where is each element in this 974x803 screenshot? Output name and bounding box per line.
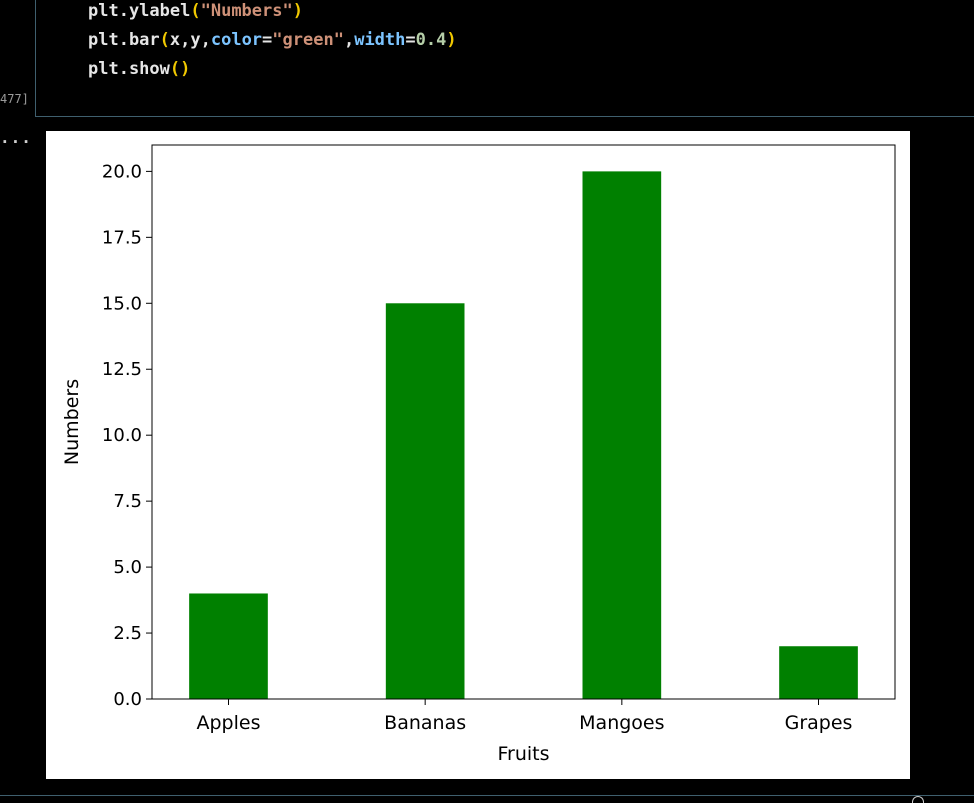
plot-output: 0.0 2.5 5.0 7.5 10.0 12.5 15.0 17.5 20.0 Apples B… bbox=[46, 131, 910, 779]
code-token: = bbox=[262, 30, 273, 50]
scroll-indicator[interactable] bbox=[912, 796, 924, 803]
code-token: plt.ylabel bbox=[88, 1, 191, 21]
axes-frame bbox=[151, 144, 896, 700]
output-collapse-ellipsis[interactable]: ... bbox=[0, 128, 32, 147]
code-token: color bbox=[210, 30, 263, 50]
y-axis-label: Numbers bbox=[61, 379, 83, 465]
code-token: ) bbox=[292, 1, 303, 21]
code-token: 0.4 bbox=[415, 30, 447, 50]
y-tick-label: 0.0 bbox=[113, 689, 142, 710]
bar-bananas bbox=[385, 303, 465, 699]
code-token: "Numbers" bbox=[200, 1, 293, 21]
code-token: width bbox=[354, 30, 406, 50]
bar-chart: 0.0 2.5 5.0 7.5 10.0 12.5 15.0 17.5 20.0 Apples B… bbox=[61, 144, 896, 765]
code-token: x,y, bbox=[169, 30, 211, 50]
code-token: ( bbox=[159, 30, 170, 50]
y-tick-label: 20.0 bbox=[102, 161, 142, 182]
bar-mangoes bbox=[582, 171, 662, 699]
x-axis-label: Fruits bbox=[497, 743, 549, 765]
code-token: ( bbox=[190, 1, 201, 21]
cell-bottom-border bbox=[0, 795, 974, 796]
code-token: "green" bbox=[272, 30, 344, 50]
code-token: , bbox=[343, 30, 355, 50]
code-token: plt.show bbox=[88, 59, 170, 79]
y-tick-label: 7.5 bbox=[113, 491, 142, 512]
code-token: ) bbox=[446, 30, 457, 50]
y-tick-label: 15.0 bbox=[102, 293, 142, 314]
x-tick-label: Apples bbox=[196, 712, 260, 734]
y-tick-label: 10.0 bbox=[102, 425, 142, 446]
code-line: plt.bar(x,y,color="green",width=0.4) bbox=[88, 29, 457, 51]
code-token: = bbox=[405, 30, 416, 50]
x-tick-label: Mangoes bbox=[579, 712, 664, 734]
code-cell[interactable]: plt.ylabel("Numbers") plt.bar(x,y,color="… bbox=[35, 0, 974, 117]
x-tick-label: Bananas bbox=[384, 712, 466, 734]
code-line: plt.ylabel("Numbers") bbox=[88, 0, 303, 22]
code-token: plt.bar bbox=[88, 30, 160, 50]
x-tick-label: Grapes bbox=[785, 712, 853, 734]
y-tick-label: 12.5 bbox=[102, 359, 142, 380]
code-token: () bbox=[169, 59, 191, 79]
code-line: plt.show() bbox=[88, 58, 190, 80]
execution-count: 477] bbox=[0, 92, 29, 106]
bar-grapes bbox=[779, 646, 858, 699]
y-tick-label: 17.5 bbox=[102, 227, 142, 248]
y-tick-label: 5.0 bbox=[113, 557, 142, 578]
bar-apples bbox=[189, 593, 268, 699]
y-tick-label: 2.5 bbox=[113, 623, 142, 644]
